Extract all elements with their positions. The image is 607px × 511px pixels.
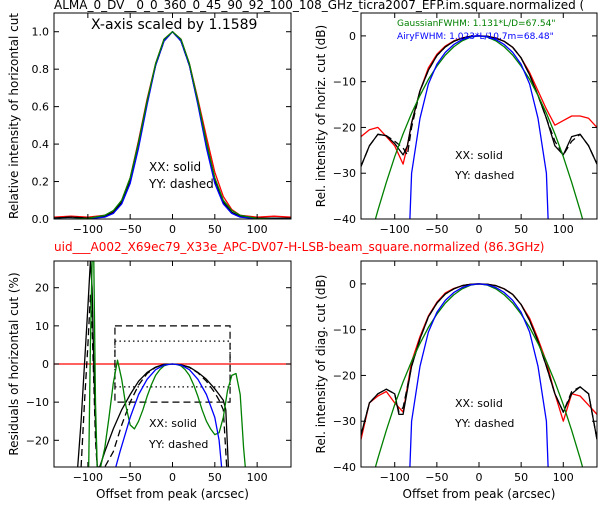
y-tick-label: −10 [333,76,356,89]
x-tick-label: −50 [119,223,142,236]
x-tick-label: 100 [247,471,268,484]
y-tick-label: 0.2 [32,176,50,189]
x-tick-label: 0 [169,223,176,236]
x-tick-label: 100 [247,223,268,236]
y-tick-label: −20 [333,121,356,134]
y-tick-label: −30 [333,415,356,428]
annotation: XX: solid [455,149,503,162]
y-tick-label: −10 [26,396,49,409]
x-tick-label: −50 [425,471,448,484]
x-tick-label: −100 [380,223,410,236]
annotation: YY: dashed [454,417,514,430]
annotation: XX: solid [149,417,197,430]
x-tick-label: −50 [425,223,448,236]
y-tick-label: 0.0 [32,213,50,226]
annotation: XX: solid [149,160,201,174]
x-tick-label: 50 [514,471,528,484]
axes-frame [360,12,598,220]
x-tick-label: 0 [476,223,483,236]
series-line-blue-solid [409,35,549,219]
y-tick-label: 0 [349,30,356,43]
plot-area [361,283,597,467]
y-tick-label: 10 [35,320,49,333]
tolerance-box-dashed [114,325,231,403]
series-line-black-dashed [80,294,228,467]
x-tick-label: 50 [208,223,222,236]
x-tick-label: 50 [208,471,222,484]
y-axis-label: Relative intensity of horizontal cut [7,13,21,219]
y-tick-label: 0.4 [32,138,50,151]
plot-area [54,261,291,467]
plot-area [54,31,291,219]
series-line-green-solid [54,31,291,219]
x-tick-label: −100 [73,223,103,236]
x-tick-label: 100 [553,471,574,484]
y-axis-label: Residuals of horizontal cut (%) [7,272,21,455]
figure-title-mid: uid___A002_X69ec79_X33e_APC-DV07-H-LSB-b… [54,240,544,254]
y-tick-label: 0 [349,278,356,291]
annotation: YY: dashed [148,177,214,191]
x-tick-label: −100 [380,471,410,484]
annotation: XX: solid [455,397,503,410]
x-tick-label: 50 [514,223,528,236]
y-tick-label: −40 [333,213,356,226]
series-line-blue-solid [115,363,223,467]
series-line-green-solid [88,261,246,467]
annotation: YY: dashed [454,169,514,182]
series-line-blue-solid [409,283,549,467]
legend-entry: GaussianFWHM: 1.131*L/D=67.54" [397,19,555,29]
y-tick-label: 20 [35,282,49,295]
y-tick-label: −10 [333,324,356,337]
y-tick-label: 1.0 [32,26,50,39]
x-axis-label: Offset from peak (arcsec) [403,487,556,501]
legend-entry: AiryFWHM: 1.023*L/10.7m=68.48" [397,32,554,42]
annotation: X-axis scaled by 1.1589 [91,17,257,33]
figure-title-top: ALMA_0_DV__0_0_360_0_45_90_92_100_108_GH… [54,0,584,12]
series-line-black-solid [361,35,597,167]
y-tick-label: −40 [333,461,356,474]
x-axis-label: Offset from peak (arcsec) [96,487,249,501]
x-tick-label: 100 [553,223,574,236]
plot-area [361,35,597,219]
y-axis-label: Rel. intensity of diag. cut (dB) [314,275,328,454]
y-tick-label: −30 [333,167,356,180]
axes-frame [360,260,598,468]
y-tick-label: 0.8 [32,63,50,76]
annotation: YY: dashed [148,438,208,451]
x-tick-label: 0 [169,471,176,484]
y-tick-label: −20 [26,434,49,447]
x-tick-label: −50 [119,471,142,484]
y-tick-label: 0 [42,358,49,371]
y-tick-label: −20 [333,369,356,382]
y-axis-label: Rel. intensity of horiz. cut (dB) [314,25,328,207]
panel-horizontal-cut-linear: −100 −50 0 50 100 0.0 0.2 0.4 0.6 0.8 1.0 Relative … [7,12,292,236]
y-tick-label: 0.6 [32,101,50,114]
x-tick-label: −100 [73,471,103,484]
x-tick-label: 0 [476,471,483,484]
